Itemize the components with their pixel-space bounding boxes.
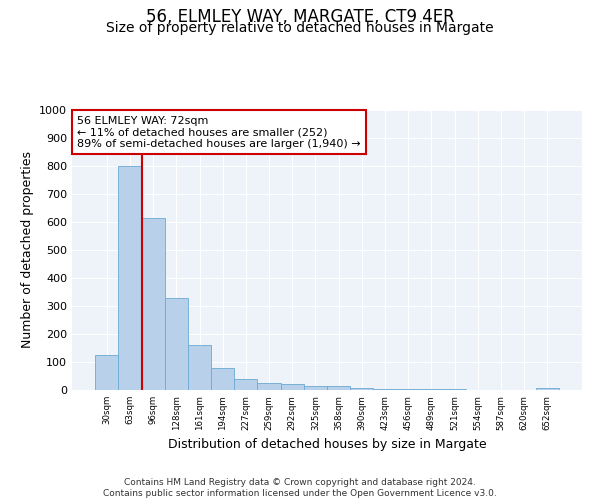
Bar bbox=[397, 389, 420, 390]
Bar bbox=[165, 298, 188, 390]
Bar bbox=[281, 384, 304, 390]
Text: 56, ELMLEY WAY, MARGATE, CT9 4ER: 56, ELMLEY WAY, MARGATE, CT9 4ER bbox=[146, 8, 454, 26]
Y-axis label: Number of detached properties: Number of detached properties bbox=[20, 152, 34, 348]
Bar bbox=[350, 388, 373, 390]
Bar bbox=[373, 388, 397, 390]
Text: Contains HM Land Registry data © Crown copyright and database right 2024.
Contai: Contains HM Land Registry data © Crown c… bbox=[103, 478, 497, 498]
Bar bbox=[257, 383, 281, 390]
Text: 56 ELMLEY WAY: 72sqm
← 11% of detached houses are smaller (252)
89% of semi-deta: 56 ELMLEY WAY: 72sqm ← 11% of detached h… bbox=[77, 116, 361, 149]
Bar bbox=[536, 388, 559, 390]
Text: Size of property relative to detached houses in Margate: Size of property relative to detached ho… bbox=[106, 21, 494, 35]
Bar bbox=[304, 386, 327, 390]
Bar bbox=[211, 368, 234, 390]
X-axis label: Distribution of detached houses by size in Margate: Distribution of detached houses by size … bbox=[167, 438, 487, 451]
Bar bbox=[142, 218, 165, 390]
Bar bbox=[327, 386, 350, 390]
Bar bbox=[95, 355, 118, 390]
Bar bbox=[118, 166, 142, 390]
Bar bbox=[188, 344, 211, 390]
Bar bbox=[234, 379, 257, 390]
